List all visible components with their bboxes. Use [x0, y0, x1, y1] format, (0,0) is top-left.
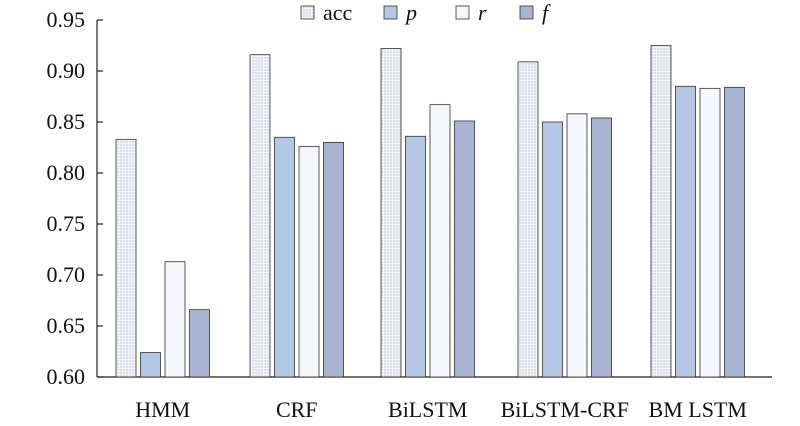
bar-crf-p: [274, 136, 295, 378]
bar-bilstm-crf-f: [591, 117, 612, 378]
bar-hmm-p: [140, 352, 161, 378]
bars: [115, 45, 745, 378]
y-tick-label: 0.70: [47, 262, 86, 287]
bar-crf-r: [298, 146, 320, 378]
x-category-label: BiLSTM: [388, 397, 467, 422]
y-tick-label: 0.95: [47, 7, 86, 32]
bar-bm-lstm-r: [699, 87, 721, 378]
bar-crf-f: [323, 141, 344, 378]
legend-swatch-acc: [300, 5, 315, 20]
y-tick-label: 0.80: [47, 160, 86, 185]
y-tick-label: 0.65: [47, 313, 86, 338]
x-category-label: BiLSTM-CRF: [501, 397, 629, 422]
x-category-label: CRF: [276, 397, 318, 422]
bar-hmm-acc: [115, 138, 137, 378]
bar-bilstm-crf-acc: [517, 61, 539, 378]
legend-swatch-f: [519, 5, 534, 20]
x-category-label: BM LSTM: [649, 397, 747, 422]
legend-label-p: p: [404, 0, 417, 25]
y-tick-label: 0.85: [47, 109, 86, 134]
bar-bilstm-r: [429, 104, 451, 378]
y-tick-label: 0.60: [47, 364, 86, 389]
bar-bilstm-crf-p: [542, 121, 563, 378]
bar-bilstm-p: [405, 135, 426, 378]
bar-hmm-r: [164, 261, 186, 378]
legend-label-f: f: [542, 0, 551, 25]
bar-crf-acc: [249, 54, 271, 378]
bar-hmm-f: [189, 309, 210, 378]
bar-bilstm-crf-r: [566, 113, 588, 378]
legend: acc p r f: [300, 0, 551, 25]
bar-bm-lstm-f: [724, 86, 745, 378]
axes: 0.60 0.65 0.70 0.75 0.80 0.85 0.90 0.95 HMM CRF Bi…: [47, 7, 772, 422]
y-tick-label: 0.90: [47, 58, 86, 83]
bar-bm-lstm-acc: [650, 45, 672, 378]
legend-swatch-r: [455, 5, 470, 20]
bar-bm-lstm-p: [675, 85, 696, 378]
bar-bilstm-f: [454, 120, 475, 378]
legend-label-acc: acc: [323, 0, 353, 25]
legend-swatch-p: [383, 5, 398, 20]
x-category-label: HMM: [135, 397, 190, 422]
bar-bilstm-acc: [380, 48, 402, 378]
legend-label-r: r: [478, 0, 487, 25]
y-tick-label: 0.75: [47, 211, 86, 236]
